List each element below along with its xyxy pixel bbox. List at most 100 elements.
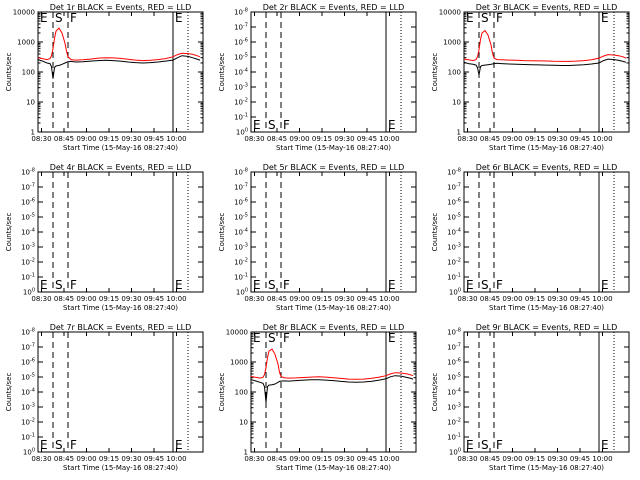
- y-tick-label: 10-4: [21, 228, 35, 237]
- marker-label: E: [388, 278, 396, 292]
- y-tick-label: 10: [239, 419, 248, 427]
- y-tick-label: 100: [23, 288, 35, 297]
- marker-label: S: [55, 11, 63, 25]
- panel-title: Det 2r BLACK = Events, RED = LLD: [263, 3, 405, 12]
- plot-frame: [37, 331, 204, 453]
- detector-panel-7: Det 7r BLACK = Events, RED = LLD 08:30 08:…: [5, 323, 204, 472]
- x-tick-label: 09:15: [525, 295, 545, 303]
- marker-label: F: [283, 118, 290, 132]
- y-tick-label: 10-7: [234, 183, 248, 192]
- x-tick-label: 10:00: [379, 295, 399, 303]
- y-tick-label: 10-1: [447, 273, 461, 282]
- y-tick-label: 10-7: [21, 183, 35, 192]
- marker-label: S: [481, 11, 489, 25]
- marker-label: S: [481, 438, 489, 452]
- y-tick-label: 1: [457, 129, 461, 137]
- marker-label: S: [55, 278, 63, 292]
- x-tick-label: 08:45: [480, 295, 500, 303]
- y-tick-label: 10-2: [234, 98, 248, 107]
- panel-title: Det 1r BLACK = Events, RED = LLD: [50, 3, 192, 12]
- x-tick-label: 09:45: [144, 135, 164, 143]
- marker-label: S: [55, 438, 63, 452]
- y-tick-label: 10000: [439, 9, 461, 17]
- x-tick-label: 09:30: [547, 135, 567, 143]
- y-tick-label: 10-3: [21, 243, 35, 252]
- y-tick-label: 10-5: [447, 373, 461, 382]
- x-axis-label: Start Time (15-May-16 08:27:40): [276, 464, 391, 472]
- marker-label: E: [466, 11, 474, 25]
- y-tick-label: 10-3: [234, 243, 248, 252]
- x-tick-label: 08:30: [457, 295, 477, 303]
- marker-label: S: [481, 278, 489, 292]
- y-tick-label: 10-1: [234, 273, 248, 282]
- y-axis-label: Counts/sec: [5, 373, 13, 412]
- y-tick-label: 10-3: [447, 243, 461, 252]
- x-tick-label: 09:30: [547, 455, 567, 463]
- y-tick-label: 10-7: [447, 183, 461, 192]
- y-tick-label: 10-2: [234, 258, 248, 267]
- x-tick-label: 08:30: [457, 455, 477, 463]
- y-tick-label: 100: [236, 128, 248, 137]
- x-tick-label: 09:15: [99, 135, 119, 143]
- marker-label: E: [175, 278, 183, 292]
- panel-title: Det 4r BLACK = Events, RED = LLD: [50, 163, 192, 172]
- y-tick-label: 1000: [230, 359, 248, 367]
- x-tick-label: 10:00: [166, 455, 186, 463]
- detector-panel-8: Det 8r BLACK = Events, RED = LLD 08:30 08:…: [218, 323, 417, 472]
- marker-label: S: [268, 118, 276, 132]
- series-line-lld: [463, 29, 627, 62]
- y-tick-label: 10-3: [234, 83, 248, 92]
- y-tick-label: 10-4: [234, 68, 248, 77]
- y-tick-label: 10-6: [21, 358, 35, 367]
- y-axis-label: Counts/sec: [218, 53, 226, 92]
- series-line-events: [250, 375, 414, 403]
- x-tick-label: 09:00: [502, 295, 522, 303]
- x-axis-label: Start Time (15-May-16 08:27:40): [63, 304, 178, 312]
- y-tick-label: 10-2: [21, 258, 35, 267]
- y-tick-label: 10-2: [21, 418, 35, 427]
- x-tick-label: 09:45: [144, 455, 164, 463]
- detector-panel-6: Det 6r BLACK = Events, RED = LLD 08:30 08:…: [431, 163, 630, 312]
- x-tick-label: 09:45: [144, 295, 164, 303]
- x-tick-label: 09:00: [502, 455, 522, 463]
- y-tick-label: 1000: [17, 39, 35, 47]
- series-line-events: [37, 55, 201, 79]
- x-axis-label: Start Time (15-May-16 08:27:40): [489, 304, 604, 312]
- detector-panel-4: Det 4r BLACK = Events, RED = LLD 08:30 08:…: [5, 163, 204, 312]
- y-tick-label: 10-8: [234, 8, 248, 17]
- x-tick-label: 09:00: [76, 295, 96, 303]
- series-line-lld: [250, 348, 414, 380]
- panel-title: Det 6r BLACK = Events, RED = LLD: [476, 163, 618, 172]
- marker-label: E: [40, 438, 48, 452]
- plot-frame: [250, 171, 417, 293]
- y-tick-label: 10-2: [447, 418, 461, 427]
- x-tick-label: 09:30: [334, 135, 354, 143]
- x-axis-label: Start Time (15-May-16 08:27:40): [276, 304, 391, 312]
- marker-label: S: [268, 331, 276, 345]
- y-tick-label: 10-1: [234, 113, 248, 122]
- y-tick-label: 10-5: [21, 213, 35, 222]
- marker-label: E: [175, 438, 183, 452]
- panel-title: Det 9r BLACK = Events, RED = LLD: [476, 323, 618, 332]
- marker-label: E: [388, 331, 396, 345]
- marker-label: E: [601, 11, 609, 25]
- x-tick-label: 08:30: [457, 135, 477, 143]
- y-tick-label: 100: [23, 448, 35, 457]
- marker-label: F: [496, 11, 503, 25]
- y-axis-label: Counts/sec: [431, 213, 439, 252]
- marker-label: F: [70, 278, 77, 292]
- x-tick-label: 10:00: [166, 295, 186, 303]
- y-tick-label: 10-5: [234, 213, 248, 222]
- y-tick-label: 1: [244, 449, 248, 457]
- y-axis-label: Counts/sec: [431, 53, 439, 92]
- marker-label: E: [388, 118, 396, 132]
- marker-label: E: [253, 331, 261, 345]
- detector-panel-2: Det 2r BLACK = Events, RED = LLD 08:30 08:…: [218, 3, 417, 152]
- marker-label: E: [175, 11, 183, 25]
- x-tick-label: 10:00: [379, 455, 399, 463]
- y-tick-label: 10-1: [21, 273, 35, 282]
- y-tick-label: 10-5: [21, 373, 35, 382]
- y-tick-label: 10-3: [447, 403, 461, 412]
- marker-label: E: [40, 278, 48, 292]
- x-tick-label: 09:45: [570, 295, 590, 303]
